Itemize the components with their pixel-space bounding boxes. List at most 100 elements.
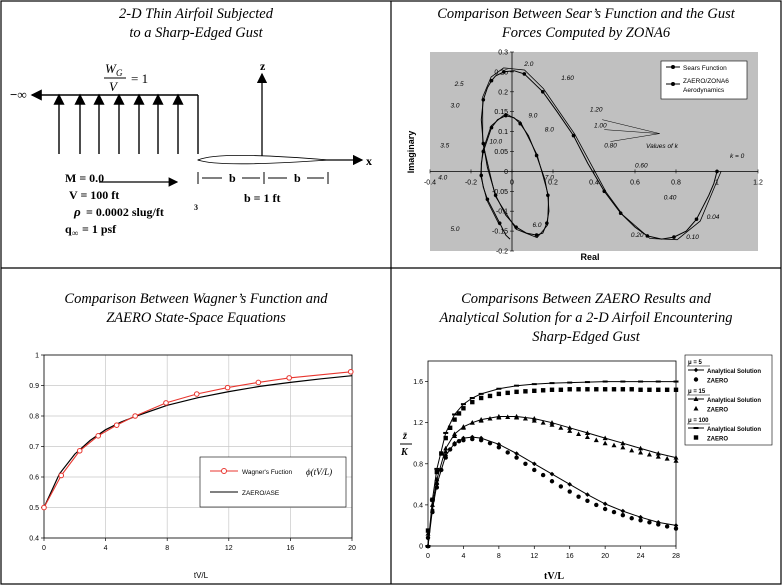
gust-data-point (673, 523, 679, 528)
airfoil-title: 2-D Thin Airfoil Subjected to a Sharp-Ed… (119, 6, 273, 41)
gust-data-point (620, 380, 626, 383)
gust-series (425, 380, 679, 549)
sears-y-tick-label: 0.1 (498, 129, 508, 136)
x-axis-label: x (366, 154, 372, 168)
sears-y-tick-label: -0.1 (496, 209, 508, 216)
gust-data-point (567, 381, 573, 384)
gust-x-tick-label: 4 (461, 553, 465, 560)
gust-data-point (647, 387, 652, 392)
sears-data-point (645, 234, 650, 238)
gust-data-point (620, 440, 626, 446)
gust-data-point (478, 392, 484, 395)
sears-data-point (481, 97, 486, 102)
gust-data-point (461, 406, 466, 411)
wagner-series (41, 368, 354, 511)
gust-data-point (531, 383, 537, 386)
sears-axes: -0.4 -0.2 0 0.2 0.4 0.6 0.8 1 1.20.30.250.20.150… (424, 50, 763, 256)
gust-data-point (593, 437, 599, 443)
gust-data-point (638, 380, 644, 383)
density-rho: ρ (73, 204, 81, 219)
chord-dimension (197, 172, 329, 184)
gust-data-point (523, 389, 528, 394)
sears-x-tick-label: 0 (510, 179, 514, 186)
sears-x-tick-label: 0.8 (671, 179, 681, 186)
gust-y-tick-label: 1.2 (413, 420, 423, 427)
gust-data-point (496, 387, 502, 390)
sears-k-annotation: 6.0 (533, 222, 542, 229)
wagner-y-tick-label: 0.9 (29, 383, 39, 390)
wagner-data-point (347, 368, 354, 375)
gust-data-point (638, 445, 644, 451)
gust-data-point (425, 528, 431, 533)
wagner-y-tick-label: 0.8 (29, 414, 39, 421)
sears-data-point (518, 121, 522, 126)
gust-data-point (469, 397, 475, 399)
gust-data-point (629, 447, 635, 453)
sears-k-annotation: 8.0 (545, 127, 554, 134)
gust-data-point (602, 440, 608, 446)
gust-data-point (531, 418, 537, 423)
gust-data-point (638, 514, 643, 520)
b-right-label: b (294, 171, 301, 185)
gust-data-point (531, 461, 537, 467)
gust-data-point (673, 455, 679, 460)
gust-data-point (567, 425, 573, 430)
wagner-data-point (95, 433, 102, 439)
minus-infinity-label: −∞ (10, 87, 27, 102)
gust-data-point (655, 380, 661, 383)
sears-leader-line (602, 119, 660, 134)
gust-data-point (487, 415, 493, 421)
wagner-x-tick-label: 16 (287, 545, 295, 552)
gust-legend-marker (693, 396, 699, 401)
gust-data-point (540, 388, 546, 393)
gust-plot-frame (427, 360, 677, 547)
gust-data-point (443, 435, 448, 441)
gust-data-point (496, 414, 502, 420)
gust-data-point (549, 479, 555, 484)
sears-k-annotation: 5.0 (451, 226, 460, 233)
gust-legend-header: μ = 5 (688, 360, 703, 366)
q-label: q (65, 222, 72, 236)
wagner-x-tick-label: 4 (104, 545, 108, 552)
gust-data-point (460, 425, 466, 430)
gust-data-point (655, 450, 661, 456)
sears-data-point (522, 72, 527, 76)
wagner-data-point (58, 472, 65, 479)
gust-data-point (611, 387, 617, 392)
panel-airfoil-diagram: 2-D Thin Airfoil Subjected to a Sharp-Ed… (2, 2, 390, 267)
gust-data-point (629, 516, 634, 521)
wagner-data-point (255, 379, 262, 386)
gust-ylabel-bottom: K (400, 447, 409, 458)
sears-k-annotation: 0.60 (635, 162, 648, 169)
gust-data-point (487, 441, 493, 446)
sears-data-point (694, 217, 699, 221)
gust-axes: 0 4 8 12 16 20 24 28 1.6 1.2 0.8 0.4 0 (413, 360, 680, 560)
wagner-data-point (113, 422, 120, 428)
gust-data-point (456, 438, 462, 444)
wagner-legend-item-0: Wagner's Fuction (242, 469, 293, 476)
gust-data-point (514, 455, 519, 460)
gust-data-point (478, 437, 484, 443)
sears-data-point (493, 193, 498, 198)
gust-num: W (105, 61, 117, 76)
sears-data-point (571, 133, 576, 138)
sears-data-point (602, 189, 607, 194)
airfoil-shape (196, 155, 329, 165)
sears-y-tick-label: 0.2 (498, 89, 508, 96)
z-axis-label: z (260, 59, 266, 73)
gust-data-point (469, 420, 475, 425)
gust-data-point (584, 430, 590, 435)
sears-data-point (534, 233, 539, 237)
sears-data-point (514, 225, 518, 229)
gust-data-point (584, 381, 590, 384)
gust-x-tick-label: 8 (497, 553, 501, 560)
wagner-plot-frame (43, 354, 353, 539)
sears-data-point (489, 125, 494, 130)
sears-legend: Sears Function ZAERO/ZONA6 Aerodynamics (660, 60, 748, 100)
gust-data-point (638, 387, 643, 392)
sears-data-point (534, 153, 539, 158)
sears-title: Comparison Between Sear’s Function and t… (437, 6, 735, 41)
sears-k-annotation: 0.10 (686, 234, 699, 241)
gust-y-tick-label: 0.8 (413, 461, 423, 468)
sears-k-annotation: 1.20 (590, 107, 603, 114)
